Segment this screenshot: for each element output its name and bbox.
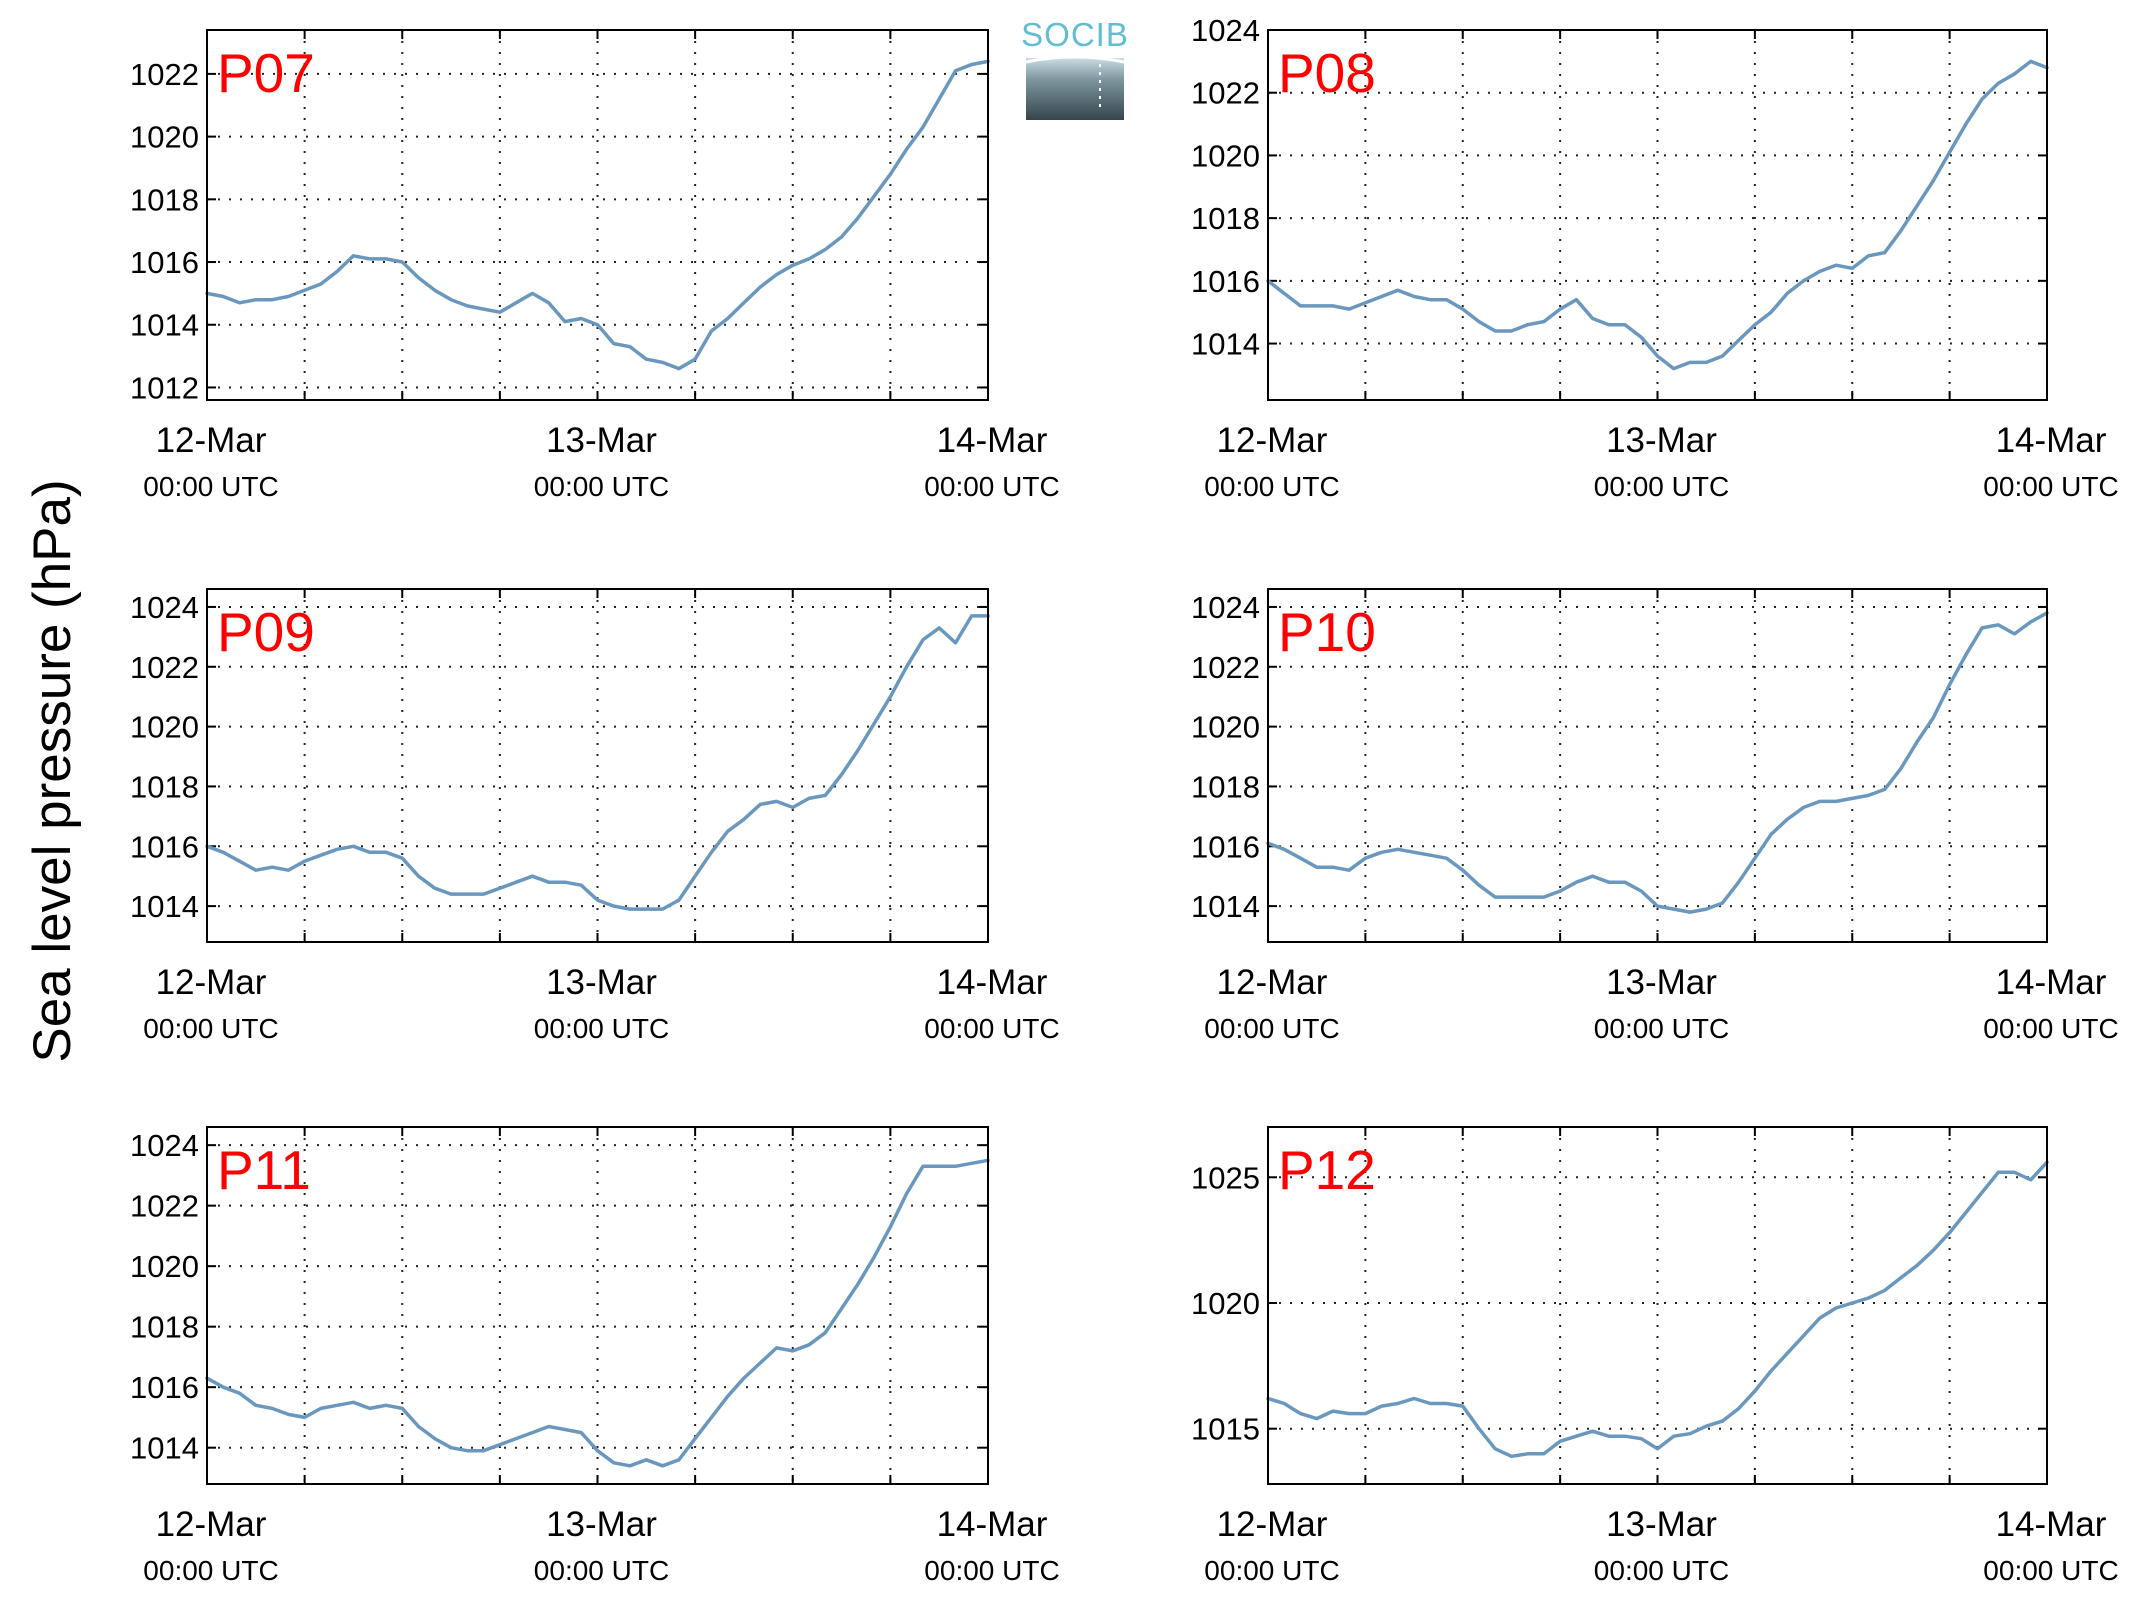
y-tick-label: 1014	[130, 308, 199, 343]
y-tick-label: 1025	[1191, 1160, 1260, 1195]
y-tick-label: 1024	[1191, 13, 1260, 48]
x-tick-label: 12-Mar	[156, 421, 267, 460]
panel-p10: 1014 1016 1018 1020 1022 1024 12-Mar 00:00 UTC 1…	[1191, 588, 2119, 1044]
x-tick-sublabel: 00:00 UTC	[534, 471, 669, 502]
y-tick-label: 1024	[1191, 590, 1260, 625]
y-tick-label: 1014	[130, 889, 199, 924]
plot-frame	[1267, 588, 2048, 943]
x-tick-label: 12-Mar	[1217, 963, 1328, 1002]
series-line-p11	[205, 1158, 990, 1468]
x-tick-label: 12-Mar	[1217, 421, 1328, 460]
x-tick-label: 13-Mar	[546, 1505, 657, 1544]
y-tick-label: 1022	[1191, 76, 1260, 111]
x-tick-sublabel: 00:00 UTC	[143, 1013, 278, 1044]
panel-p09: 1014 1016 1018 1020 1022 1024 12-Mar 00:00 UTC 1…	[130, 588, 1060, 1044]
x-tick-sublabel: 00:00 UTC	[1594, 1013, 1729, 1044]
y-tick-label: 1022	[1191, 650, 1260, 685]
y-tick-label: 1022	[130, 1189, 199, 1224]
x-tick-sublabel: 00:00 UTC	[1983, 471, 2118, 502]
series-line-p07	[205, 59, 990, 371]
y-tick-label: 1016	[1191, 264, 1260, 299]
x-tick-sublabel: 00:00 UTC	[534, 1013, 669, 1044]
panel-label: P08	[1278, 42, 1376, 104]
x-tick-sublabel: 00:00 UTC	[1594, 471, 1729, 502]
panel-label: P09	[217, 601, 315, 663]
x-tick-sublabel: 00:00 UTC	[924, 471, 1059, 502]
y-tick-label: 1018	[1191, 769, 1260, 804]
x-tick-sublabel: 00:00 UTC	[1204, 471, 1339, 502]
panel-label: P11	[217, 1139, 311, 1201]
plot-frame	[206, 588, 989, 943]
y-tick-label: 1016	[130, 829, 199, 864]
x-tick-sublabel: 00:00 UTC	[1204, 1013, 1339, 1044]
x-tick-label: 13-Mar	[546, 963, 657, 1002]
x-tick-sublabel: 00:00 UTC	[1983, 1013, 2118, 1044]
y-tick-label: 1020	[130, 1249, 199, 1284]
x-tick-sublabel: 00:00 UTC	[924, 1013, 1059, 1044]
x-tick-label: 13-Mar	[1606, 1505, 1717, 1544]
y-tick-label: 1016	[130, 1370, 199, 1405]
x-tick-label: 14-Mar	[1996, 421, 2107, 460]
x-tick-label: 14-Mar	[937, 963, 1048, 1002]
x-tick-sublabel: 00:00 UTC	[1594, 1555, 1729, 1586]
panel-label: P12	[1278, 1139, 1376, 1201]
series-line-p10	[1266, 611, 2049, 914]
x-tick-label: 14-Mar	[937, 421, 1048, 460]
y-tick-label: 1014	[1191, 327, 1260, 362]
y-tick-label: 1020	[1191, 138, 1260, 173]
y-tick-label: 1018	[130, 769, 199, 804]
x-tick-sublabel: 00:00 UTC	[924, 1555, 1059, 1586]
y-tick-label: 1020	[130, 120, 199, 155]
series-line-p12	[1266, 1160, 2049, 1459]
y-tick-label: 1022	[130, 650, 199, 685]
y-tick-label: 1022	[130, 57, 199, 92]
panel-p12: 1015 1020 1025 12-Mar 00:00 UTC 13-Mar 00:00 U…	[1191, 1126, 2119, 1586]
y-tick-label: 1020	[1191, 710, 1260, 745]
y-tick-label: 1012	[130, 370, 199, 405]
y-tick-label: 1016	[1191, 829, 1260, 864]
panel-label: P07	[217, 42, 315, 104]
x-tick-label: 12-Mar	[156, 1505, 267, 1544]
x-tick-label: 12-Mar	[156, 963, 267, 1002]
panel-p07: 1012 1014 1016 1018 1020 1022 12-Mar 00:00 UTC 1…	[130, 29, 1060, 502]
y-tick-label: 1018	[1191, 201, 1260, 236]
panel-p08: 1014 1016 1018 1020 1022 1024 12-Mar 00:00 UTC 1…	[1191, 13, 2119, 502]
y-tick-label: 1015	[1191, 1412, 1260, 1447]
x-tick-label: 14-Mar	[937, 1505, 1048, 1544]
y-tick-label: 1024	[130, 1128, 199, 1163]
x-tick-sublabel: 00:00 UTC	[1983, 1555, 2118, 1586]
y-tick-label: 1024	[130, 590, 199, 625]
x-tick-label: 14-Mar	[1996, 963, 2107, 1002]
plot-frame	[206, 29, 989, 401]
y-tick-label: 1016	[130, 245, 199, 280]
x-tick-sublabel: 00:00 UTC	[534, 1555, 669, 1586]
plot-frame	[1267, 1126, 2048, 1485]
series-line-p08	[1266, 59, 2049, 371]
y-axis-label: Sea level pressure (hPa)	[23, 479, 82, 1062]
y-tick-label: 1014	[130, 1431, 199, 1466]
x-tick-label: 13-Mar	[1606, 963, 1717, 1002]
socib-logo: SOCIB	[1021, 16, 1129, 120]
plot-frame	[1267, 29, 2048, 401]
x-tick-label: 12-Mar	[1217, 1505, 1328, 1544]
x-tick-label: 13-Mar	[1606, 421, 1717, 460]
x-tick-sublabel: 00:00 UTC	[143, 1555, 278, 1586]
series-line-p09	[205, 614, 990, 911]
y-tick-label: 1014	[1191, 889, 1260, 924]
panel-p11: 1014 1016 1018 1020 1022 1024 12-Mar 00:00 UTC 1…	[130, 1126, 1060, 1586]
x-tick-sublabel: 00:00 UTC	[1204, 1555, 1339, 1586]
plot-frame	[206, 1126, 989, 1485]
socib-logo-text: SOCIB	[1021, 16, 1129, 53]
y-tick-label: 1020	[130, 710, 199, 745]
y-tick-label: 1020	[1191, 1286, 1260, 1321]
x-tick-label: 13-Mar	[546, 421, 657, 460]
y-tick-label: 1018	[130, 1310, 199, 1345]
x-tick-label: 14-Mar	[1996, 1505, 2107, 1544]
x-tick-sublabel: 00:00 UTC	[143, 471, 278, 502]
panel-label: P10	[1278, 601, 1376, 663]
y-tick-label: 1018	[130, 182, 199, 217]
